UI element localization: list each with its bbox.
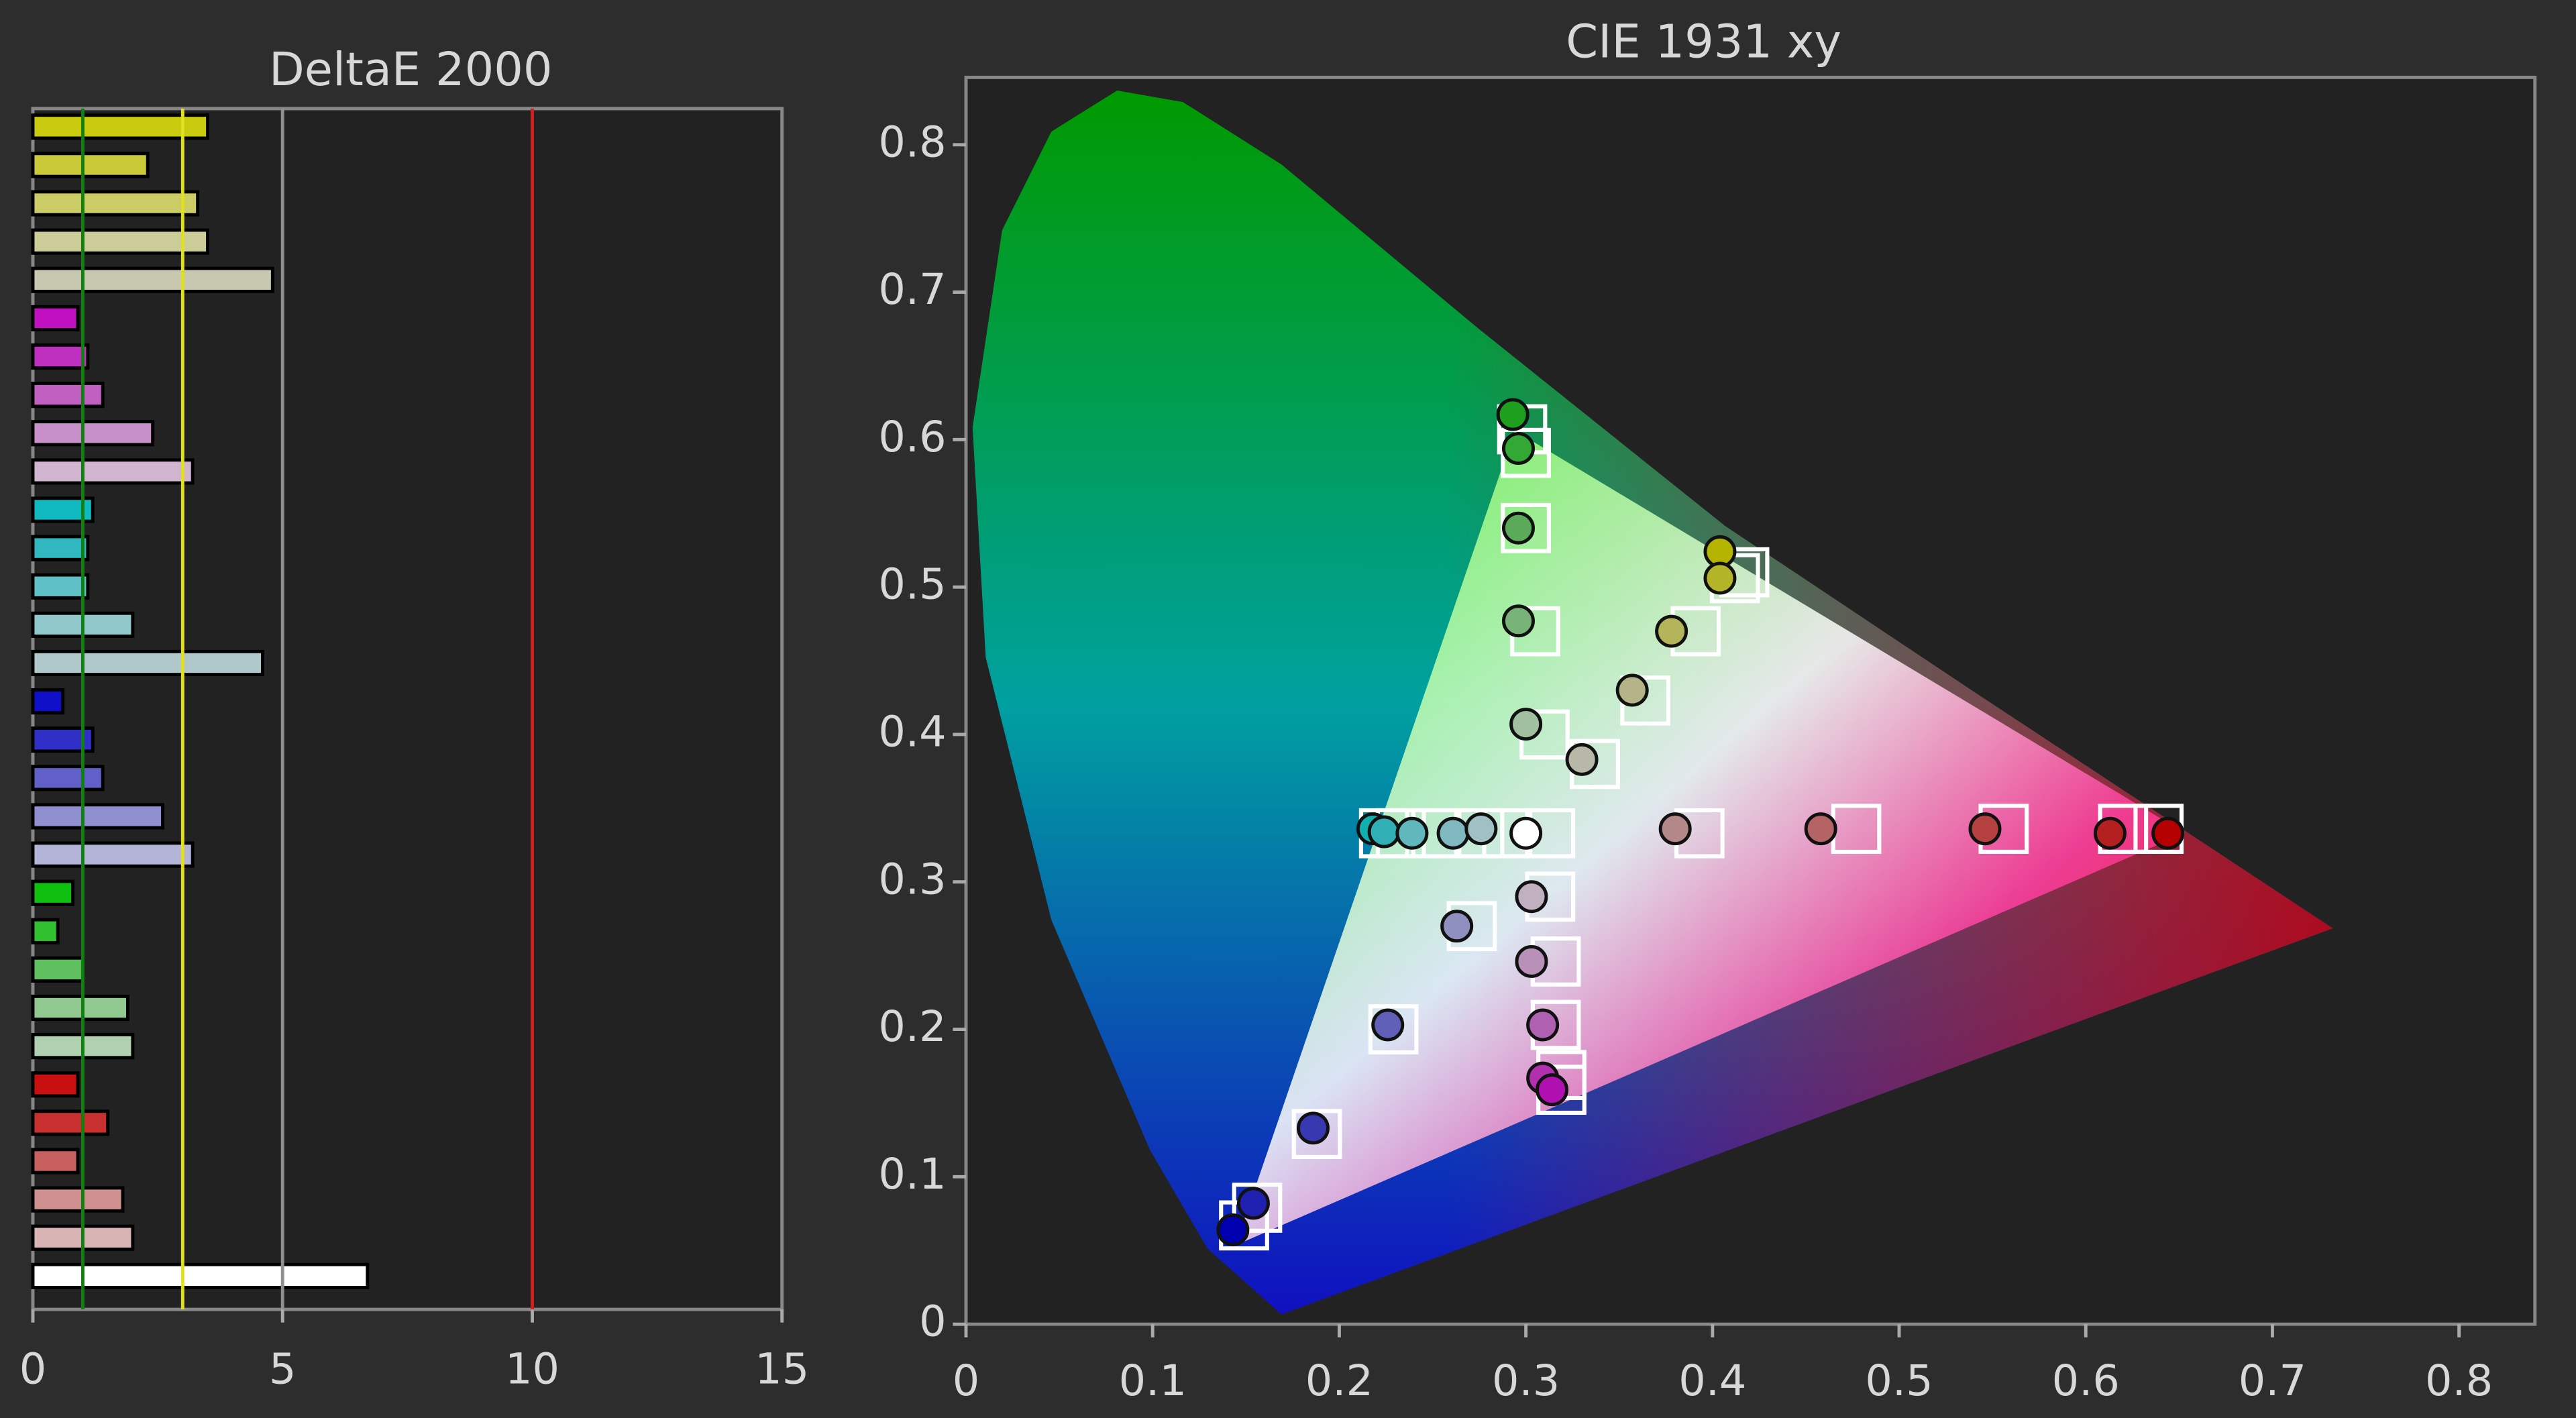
x-tick-label: 0.6 (2052, 1356, 2120, 1406)
bar (31, 458, 195, 485)
measured-point (1615, 673, 1649, 707)
measured-point (1501, 511, 1535, 545)
measured-point (1464, 812, 1498, 846)
x-tick-label: 0.8 (2425, 1356, 2493, 1406)
target-point (1368, 1004, 1419, 1054)
bar-plot-area (31, 107, 784, 1311)
bar (31, 535, 90, 561)
measured-point (1536, 1073, 1569, 1107)
measured-point (1371, 1008, 1405, 1042)
bar (31, 1109, 110, 1136)
bar (31, 956, 85, 983)
x-tick-label: 0 (19, 1345, 47, 1395)
gamut (972, 90, 2333, 1315)
bar (31, 1071, 80, 1098)
bar (31, 343, 90, 370)
y-tick-label: 0.3 (878, 855, 946, 904)
measured-point (1436, 816, 1470, 850)
srgb-triangle (1235, 430, 2186, 1246)
measured-point (1216, 1213, 1250, 1246)
measured-point (1565, 743, 1599, 776)
measured-point (1509, 816, 1543, 850)
measured-point (1501, 604, 1535, 638)
bar (31, 879, 74, 906)
measured-point (1501, 432, 1535, 466)
bar (31, 1186, 125, 1213)
measured-point (1703, 561, 1737, 595)
target-point (1291, 1109, 1342, 1159)
y-tick-label: 0.6 (878, 413, 946, 462)
bar (31, 266, 274, 293)
y-tick-label: 0.4 (878, 708, 946, 757)
measured-point (1496, 398, 1529, 431)
bar (31, 420, 155, 447)
bar (31, 573, 90, 600)
measured-point (1367, 815, 1401, 849)
chart-title: DeltaE 2000 (269, 43, 553, 97)
x-tick-label: 0 (953, 1356, 980, 1406)
bar (31, 152, 150, 178)
x-tick-label: 0.7 (2239, 1356, 2306, 1406)
measured-point (1236, 1187, 1270, 1220)
measured-point (1968, 812, 2002, 846)
measured-point (1395, 816, 1429, 850)
target-point (1232, 1183, 1283, 1233)
bar (31, 1262, 370, 1289)
measured-point (1515, 880, 1548, 914)
measured-point (2151, 816, 2185, 850)
bar (31, 382, 105, 408)
bar (31, 228, 210, 255)
y-tick-label: 0.7 (878, 265, 946, 315)
measured-point (1658, 812, 1692, 846)
bar (31, 841, 195, 868)
x-tick-label: 5 (269, 1345, 297, 1395)
measured-point (1440, 910, 1474, 943)
bar (31, 994, 129, 1022)
measured-point (1509, 708, 1543, 741)
bar (31, 918, 60, 944)
chart-title: CIE 1931 xy (1566, 15, 1841, 68)
measured-point (1296, 1111, 1330, 1145)
x-tick-label: 0.5 (1865, 1356, 1933, 1406)
x-tick-label: 0.1 (1119, 1356, 1187, 1406)
y-tick-label: 0.2 (878, 1002, 946, 1052)
x-tick-label: 10 (505, 1345, 559, 1395)
bar (31, 649, 264, 677)
x-tick-label: 15 (755, 1345, 809, 1395)
y-tick-label: 0.1 (878, 1150, 946, 1199)
bar (31, 190, 200, 217)
measured-point (1526, 1008, 1560, 1042)
bar (31, 803, 164, 830)
bar (31, 305, 80, 332)
bar (31, 1148, 80, 1175)
y-tick-label: 0.8 (878, 117, 946, 167)
bar (31, 113, 210, 140)
bar (31, 688, 65, 715)
measured-point (1515, 944, 1548, 978)
measured-point (1655, 614, 1688, 648)
measured-point (1804, 812, 1837, 846)
bar (31, 765, 105, 792)
measured-point (2093, 816, 2127, 850)
x-tick-label: 0.3 (1492, 1356, 1560, 1406)
y-tick-label: 0 (919, 1297, 947, 1347)
y-tick-label: 0.5 (878, 560, 946, 610)
x-tick-label: 0.4 (1678, 1356, 1746, 1406)
x-tick-label: 0.2 (1305, 1356, 1373, 1406)
